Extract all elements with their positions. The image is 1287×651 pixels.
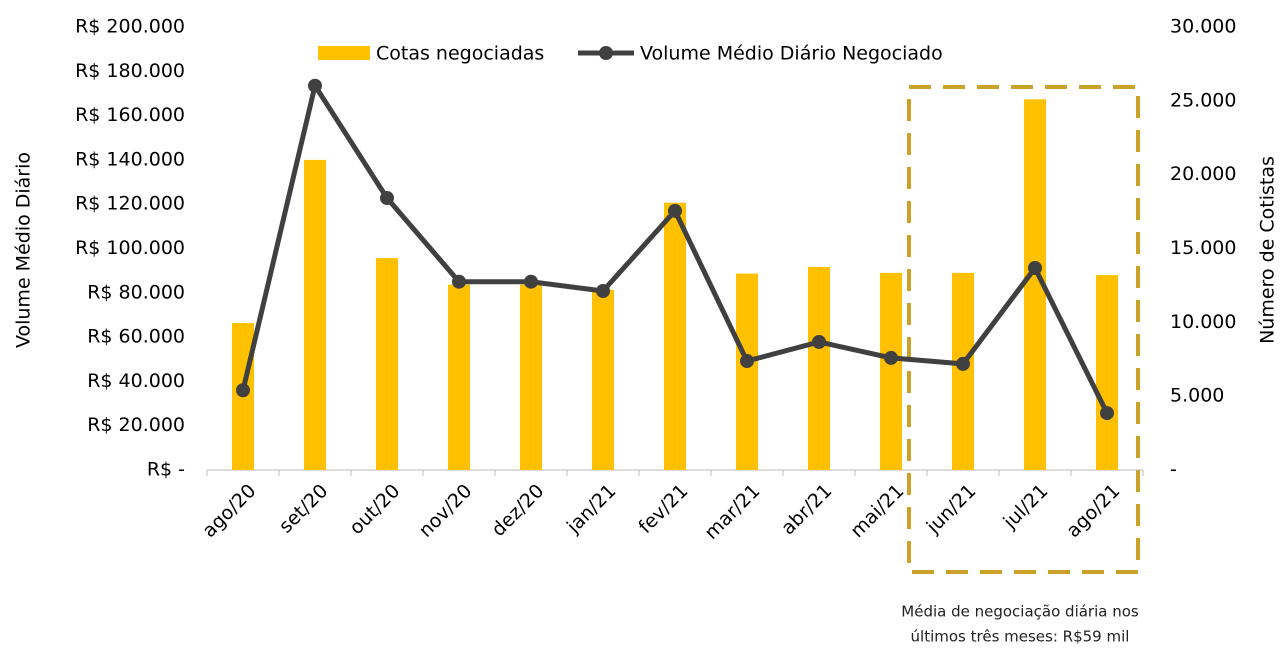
y-tick-label: R$ - xyxy=(147,459,185,481)
bar xyxy=(952,272,974,470)
y-tick-label: R$ 200.000 xyxy=(75,16,185,38)
y-tick-label: R$ 160.000 xyxy=(75,104,185,126)
annotation: Média de negociação diária nos xyxy=(901,603,1139,621)
legend-label: Cotas negociadas xyxy=(376,43,544,65)
y2-axis-title: Número de Cotistas xyxy=(1257,156,1279,344)
x-tick-label: mar/21 xyxy=(700,480,764,544)
line-marker xyxy=(1028,260,1042,275)
legend-swatch xyxy=(318,46,370,60)
bar xyxy=(592,289,614,470)
legend-swatch xyxy=(599,46,613,60)
bar xyxy=(520,284,542,470)
bar xyxy=(664,202,686,470)
y-tick-label: R$ 60.000 xyxy=(87,326,185,348)
bar xyxy=(736,273,758,470)
legend-label: Volume Médio Diário Negociado xyxy=(640,43,943,65)
y-tick-label: R$ 180.000 xyxy=(75,60,185,82)
line-marker xyxy=(380,190,394,205)
line-marker xyxy=(884,350,898,365)
line-marker xyxy=(236,383,250,398)
x-tick-label: ago/21 xyxy=(1062,480,1124,542)
x-tick-label: mai/21 xyxy=(846,480,908,542)
y-tick-label: R$ 120.000 xyxy=(75,193,185,215)
x-tick-label: dez/20 xyxy=(487,480,548,541)
x-tick-label: abr/21 xyxy=(777,480,836,539)
x-tick-label: jan/21 xyxy=(562,480,620,538)
highlight-box xyxy=(907,85,1140,574)
x-tick-label: out/20 xyxy=(345,480,404,539)
x-tick-label: nov/20 xyxy=(415,480,477,542)
line-marker xyxy=(524,274,538,289)
y2-tick-label: 20.000 xyxy=(1170,163,1236,185)
annotation: últimos três meses: R$59 mil xyxy=(911,628,1130,646)
line-marker xyxy=(1100,406,1114,421)
x-tick-label: jul/21 xyxy=(999,480,1053,534)
y2-tick-label: 5.000 xyxy=(1170,385,1224,407)
y-axis-title: Volume Médio Diário xyxy=(13,152,35,348)
x-tick-label: set/20 xyxy=(275,480,333,538)
y2-tick-label: 25.000 xyxy=(1170,89,1236,111)
y-tick-label: R$ 20.000 xyxy=(87,414,185,436)
bar xyxy=(1024,99,1046,471)
y-tick-label: R$ 40.000 xyxy=(87,370,185,392)
bar xyxy=(808,266,830,470)
y2-tick-label: 15.000 xyxy=(1170,237,1236,259)
y2-tick-label: 30.000 xyxy=(1170,16,1236,38)
bar xyxy=(376,258,398,470)
y-tick-label: R$ 80.000 xyxy=(87,281,185,303)
bar xyxy=(1096,275,1118,470)
line-marker xyxy=(452,274,466,289)
x-tick-label: jun/21 xyxy=(922,480,981,539)
y2-tick-label: - xyxy=(1170,459,1177,481)
bar xyxy=(304,159,326,470)
x-tick-label: fev/21 xyxy=(634,480,692,538)
y2-tick-label: 10.000 xyxy=(1170,311,1236,333)
line-marker xyxy=(956,356,970,371)
line-marker xyxy=(668,203,682,218)
line-marker xyxy=(596,284,610,299)
line-marker xyxy=(308,78,322,93)
y-tick-label: R$ 100.000 xyxy=(75,237,185,259)
bar xyxy=(448,284,470,470)
bar xyxy=(880,272,902,470)
line-marker xyxy=(812,334,826,349)
x-tick-label: ago/20 xyxy=(198,480,260,542)
line-marker xyxy=(740,354,754,369)
y-tick-label: R$ 140.000 xyxy=(75,148,185,170)
